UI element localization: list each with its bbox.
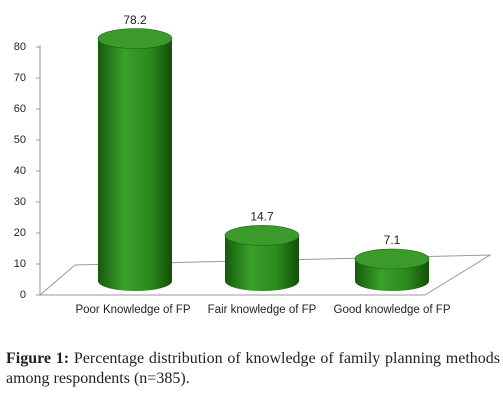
- x-tick-label: Good knowledge of FP: [333, 304, 451, 316]
- value-label: 14.7: [250, 210, 274, 224]
- y-tick-label: 80: [14, 41, 26, 53]
- floor: [38, 254, 492, 296]
- bar-top: [97, 28, 173, 49]
- y-tick-label: 50: [14, 134, 26, 146]
- y-tick-label: 20: [14, 227, 26, 239]
- y-tick-label: 0: [20, 289, 26, 301]
- caption: Figure 1: Percentage distribution of kno…: [6, 349, 500, 389]
- bar-top: [354, 248, 430, 270]
- bar-top: [224, 225, 300, 246]
- caption-label: Figure 1:: [6, 350, 70, 367]
- value-label: 78.2: [123, 13, 147, 27]
- x-tick-label: Fair knowledge of FP: [207, 304, 317, 316]
- y-tick-label: 60: [14, 103, 26, 115]
- bar: [225, 235, 299, 291]
- value-label: 7.1: [384, 233, 401, 247]
- caption-text: Percentage distribution of knowledge of …: [6, 350, 501, 387]
- bar: [98, 38, 172, 291]
- y-tick-label: 10: [14, 258, 26, 270]
- x-tick-label: Poor Knowledge of FP: [75, 304, 191, 316]
- y-tick-label: 70: [14, 72, 26, 84]
- chart: 0 10 20 30 40 50 60 70 80 78.2 14.7 7.1: [14, 13, 492, 301]
- y-tick-label: 40: [14, 165, 26, 177]
- y-tick-label: 30: [14, 196, 26, 208]
